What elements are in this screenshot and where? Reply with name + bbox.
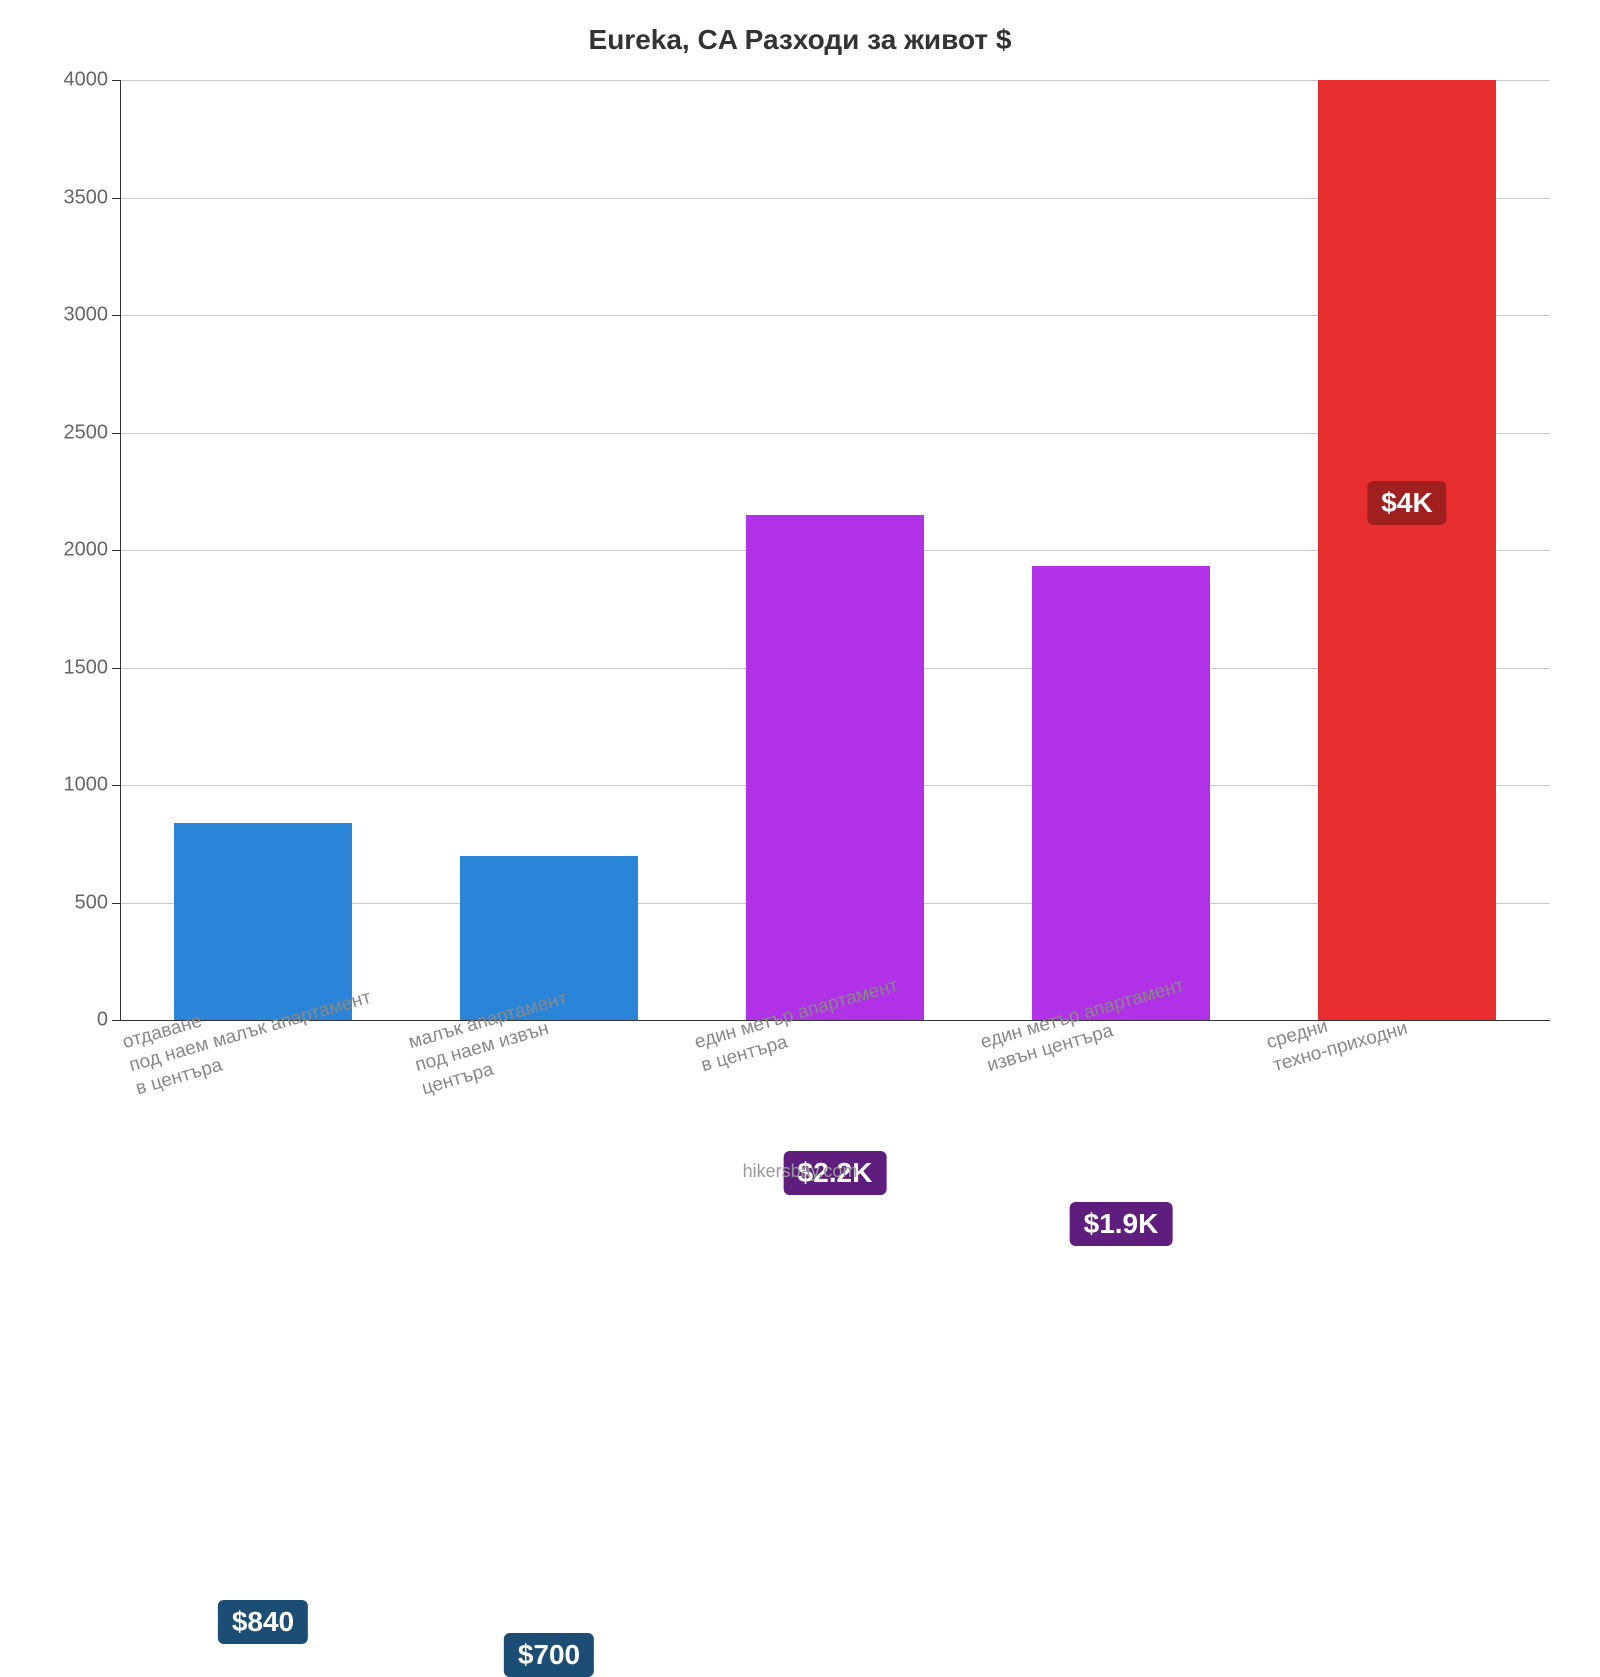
bar: $4K [1318, 80, 1495, 1020]
bar-value-label: $700 [504, 1633, 594, 1677]
chart-title: Eureka, CA Разходи за живот $ [0, 24, 1600, 56]
ytick-label: 3500 [64, 186, 121, 209]
ytick-label: 500 [75, 891, 120, 914]
ytick-label: 1500 [64, 656, 121, 679]
bar-value-label: $4K [1367, 481, 1446, 525]
cost-of-living-chart: Eureka, CA Разходи за живот $ 0500100015… [0, 0, 1600, 1200]
bar-value-label: $840 [218, 1600, 308, 1644]
bar: $1.9K [1032, 566, 1209, 1020]
credit-text: hikersbay.com [0, 1161, 1600, 1182]
bar: $2.2K [746, 515, 923, 1020]
ytick-label: 1000 [64, 774, 121, 797]
ytick-label: 0 [97, 1009, 120, 1032]
y-axis-line [120, 80, 121, 1020]
ytick-label: 2000 [64, 539, 121, 562]
ytick-label: 4000 [64, 69, 121, 92]
plot-area: 05001000150020002500300035004000$840отда… [120, 80, 1550, 1020]
ytick-label: 2500 [64, 421, 121, 444]
ytick-label: 3000 [64, 304, 121, 327]
bar-value-label: $1.9K [1070, 1202, 1173, 1246]
